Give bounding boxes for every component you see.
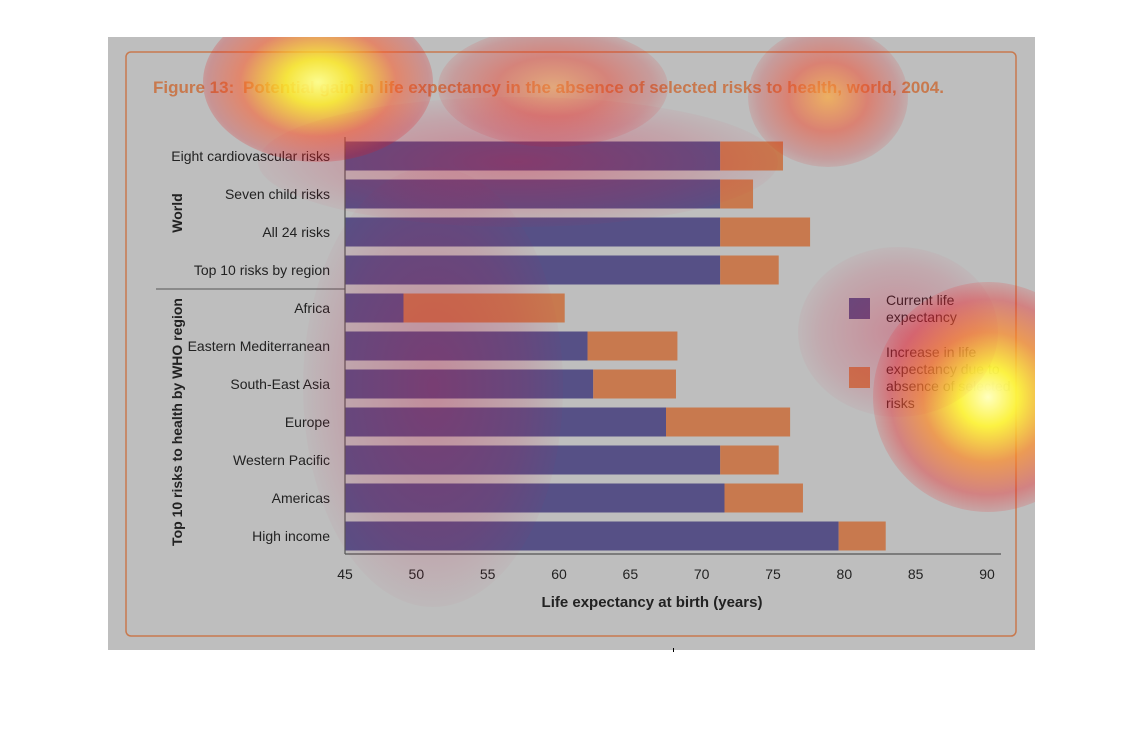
bar-increase-life-expectancy	[593, 369, 676, 399]
category-label: Top 10 risks by region	[194, 262, 330, 278]
x-tick-label: 75	[765, 566, 781, 582]
bar-increase-life-expectancy	[724, 483, 803, 513]
bar-current-life-expectancy	[345, 407, 666, 437]
x-tick-label: 45	[337, 566, 353, 582]
bar-increase-life-expectancy	[403, 293, 565, 323]
legend: Current life expectancy Increase in life e…	[849, 292, 1011, 411]
x-tick-label: 90	[979, 566, 995, 582]
category-label: Africa	[294, 300, 330, 316]
category-label: Americas	[272, 490, 330, 506]
category-label: All 24 risks	[262, 224, 330, 240]
legend-label-increase: Increase in life expectancy due to absence…	[886, 344, 1011, 411]
x-tick-label: 60	[551, 566, 567, 582]
bar-current-life-expectancy	[345, 331, 588, 361]
group-labels: World Top 10 risks to health by WHO regio…	[169, 193, 185, 546]
group-label: Top 10 risks to health by WHO region	[169, 298, 185, 546]
bar-increase-life-expectancy	[720, 255, 779, 285]
bar-current-life-expectancy	[345, 255, 721, 285]
bar-increase-life-expectancy	[720, 445, 779, 475]
category-label: Eastern Mediterranean	[188, 338, 330, 354]
bar-increase-life-expectancy	[838, 521, 886, 551]
chart: Figure 13: Potential gain in life expect…	[125, 51, 1017, 637]
bar-current-life-expectancy	[345, 217, 721, 247]
bar-increase-life-expectancy	[720, 141, 783, 171]
category-label: Seven child risks	[225, 186, 330, 202]
x-tick-labels: 45 50 55 60 65 70 75 80 85 90	[337, 566, 995, 582]
bar-current-life-expectancy	[345, 445, 721, 475]
x-tick-label: 50	[409, 566, 425, 582]
x-tick-label: 85	[908, 566, 924, 582]
category-label: South-East Asia	[230, 376, 330, 392]
bar-current-life-expectancy	[345, 369, 594, 399]
stray-tick-mark	[673, 648, 674, 652]
bar-increase-life-expectancy	[720, 217, 811, 247]
bar-increase-life-expectancy	[666, 407, 791, 437]
figure-panel: Figure 13: Potential gain in life expect…	[108, 37, 1035, 650]
x-tick-label: 80	[837, 566, 853, 582]
figure-title-label: Figure 13:	[153, 78, 234, 97]
group-label: World	[169, 193, 185, 232]
bar-current-life-expectancy	[345, 483, 725, 513]
bar-current-life-expectancy	[345, 179, 721, 209]
x-tick-label: 65	[623, 566, 639, 582]
bar-current-life-expectancy	[345, 141, 721, 171]
category-label: High income	[252, 528, 330, 544]
bar-current-life-expectancy	[345, 293, 404, 323]
legend-swatch-increase	[849, 367, 870, 388]
bars-layer	[345, 141, 886, 551]
bar-increase-life-expectancy	[720, 179, 754, 209]
legend-swatch-current	[849, 298, 870, 319]
category-labels: Eight cardiovascular risks Seven child ri…	[171, 148, 330, 544]
bar-increase-life-expectancy	[587, 331, 678, 361]
category-label: Western Pacific	[233, 452, 330, 468]
figure-title: Figure 13: Potential gain in life expect…	[153, 78, 944, 97]
legend-label-current: Current life expectancy	[886, 292, 957, 325]
x-tick-label: 55	[480, 566, 496, 582]
bar-current-life-expectancy	[345, 521, 839, 551]
category-label: Eight cardiovascular risks	[171, 148, 330, 164]
x-tick-label: 70	[694, 566, 710, 582]
figure-title-text: Potential gain in life expectancy in the…	[243, 78, 944, 97]
x-axis-label: Life expectancy at birth (years)	[542, 594, 763, 611]
category-label: Europe	[285, 414, 330, 430]
